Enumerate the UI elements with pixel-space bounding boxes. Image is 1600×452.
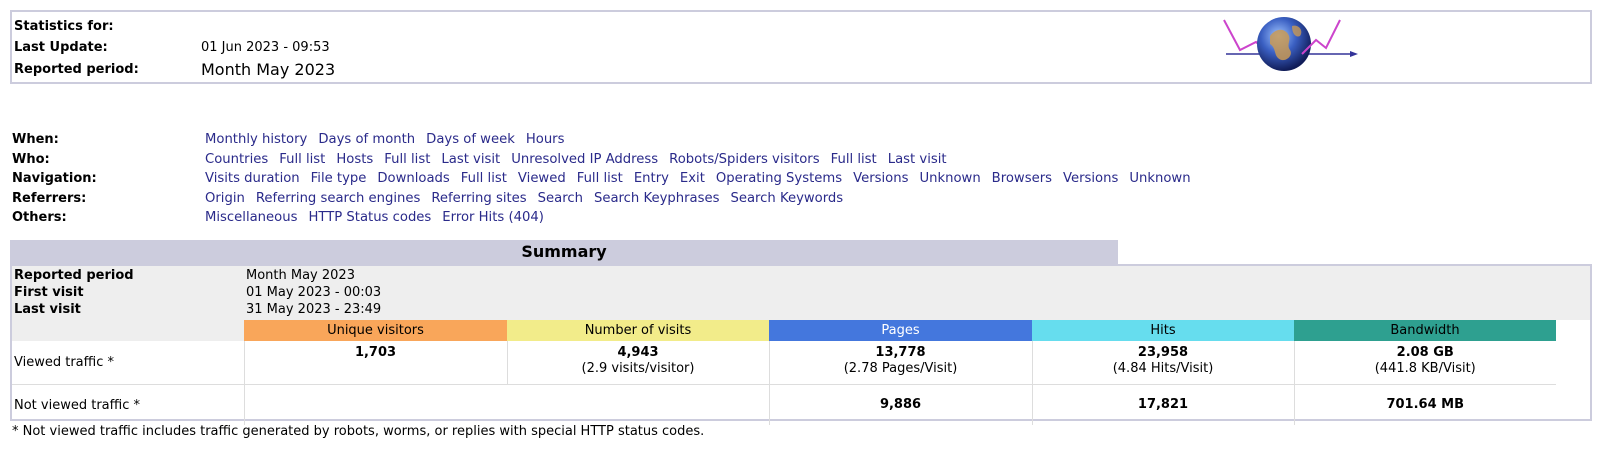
reported-period-label: Reported period:: [14, 62, 139, 77]
link-origin[interactable]: Origin: [205, 190, 245, 206]
viewed-traffic-row: Viewed traffic * 1,703 4,943 (2.9 visits…: [12, 341, 1556, 385]
menu-row-referrers: Referrers: Origin Referring search engine…: [12, 189, 1592, 209]
link-viewed[interactable]: Viewed: [517, 171, 566, 186]
link-browser-versions[interactable]: Versions: [1062, 171, 1119, 186]
link-robots-full-list[interactable]: Full list: [830, 151, 877, 167]
link-hosts[interactable]: Hosts: [336, 151, 374, 167]
not-viewed-hits: 17,821: [1031, 384, 1294, 425]
link-robots-last-visit[interactable]: Last visit: [887, 151, 947, 167]
summary-header-row: Unique visitors Number of visits Pages H…: [12, 320, 1556, 341]
header-panel: Statistics for: Last Update: 01 Jun 2023…: [10, 10, 1592, 84]
not-viewed-bandwidth: 701.64 MB: [1293, 384, 1556, 425]
col-unique-visitors: Unique visitors: [244, 320, 507, 341]
link-countries[interactable]: Countries: [205, 151, 269, 167]
link-referring-search-engines[interactable]: Referring search engines: [255, 190, 421, 206]
viewed-hits-value: 23,958: [1137, 345, 1189, 360]
link-hours[interactable]: Hours: [525, 132, 565, 147]
last-update-label: Last Update:: [14, 40, 108, 55]
link-search[interactable]: Search: [537, 190, 583, 206]
link-referring-sites[interactable]: Referring sites: [431, 190, 527, 206]
reported-period-value: Month May 2023: [201, 60, 336, 79]
viewed-visits-sub: (2.9 visits/visitor): [581, 361, 695, 376]
not-viewed-traffic-row: Not viewed traffic * 9,886 17,821 701.64…: [12, 384, 1556, 425]
summary-info: Reported period Month May 2023 First vis…: [12, 266, 1590, 320]
link-hosts-last-visit[interactable]: Last visit: [441, 151, 501, 167]
link-monthly-history[interactable]: Monthly history: [205, 132, 308, 147]
not-viewed-hits-value: 17,821: [1137, 397, 1189, 412]
summary-first-visit-label: First visit: [14, 285, 84, 300]
link-operating-systems[interactable]: Operating Systems: [715, 171, 843, 186]
link-robots-spiders[interactable]: Robots/Spiders visitors: [669, 151, 820, 167]
link-visits-duration[interactable]: Visits duration: [205, 171, 300, 186]
link-exit[interactable]: Exit: [679, 171, 705, 186]
not-viewed-empty-cell: [243, 384, 769, 425]
link-http-status-codes[interactable]: HTTP Status codes: [308, 210, 432, 225]
summary-reported-period-label: Reported period: [14, 268, 134, 283]
menu-label-referrers: Referrers:: [12, 190, 87, 206]
stats-for-label: Statistics for:: [14, 19, 114, 34]
summary-title: Summary: [10, 240, 1118, 264]
link-os-unknown[interactable]: Unknown: [919, 171, 981, 186]
summary-table: Unique visitors Number of visits Pages H…: [12, 320, 1556, 425]
link-browser-unknown[interactable]: Unknown: [1129, 171, 1191, 186]
col-bandwidth: Bandwidth: [1294, 320, 1556, 341]
viewed-unique-visitors: 1,703: [243, 341, 507, 385]
viewed-bandwidth: 2.08 GB (441.8 KB/Visit): [1293, 341, 1556, 385]
summary-last-visit-value: 31 May 2023 - 23:49: [246, 302, 382, 317]
footnote: * Not viewed traffic includes traffic ge…: [12, 424, 705, 439]
link-search-keyphrases[interactable]: Search Keyphrases: [593, 190, 720, 206]
col-pages: Pages: [769, 320, 1032, 341]
globe-logo-icon: [1223, 17, 1358, 71]
link-hosts-full-list[interactable]: Full list: [384, 151, 431, 167]
viewed-visits: 4,943 (2.9 visits/visitor): [506, 341, 769, 385]
link-unresolved-ip[interactable]: Unresolved IP Address: [511, 151, 659, 167]
menu-label-who: Who:: [12, 151, 50, 167]
col-hits: Hits: [1032, 320, 1294, 341]
link-browsers[interactable]: Browsers: [991, 171, 1052, 186]
menu-row-others: Others: Miscellaneous HTTP Status codes Er…: [12, 208, 1592, 228]
not-viewed-traffic-label: Not viewed traffic *: [14, 397, 140, 413]
menu-label-others: Others:: [12, 210, 67, 225]
viewed-visits-value: 4,943: [617, 345, 659, 360]
link-error-hits-404[interactable]: Error Hits (404): [442, 210, 544, 225]
awstats-globe-logo[interactable]: [1222, 14, 1362, 72]
report-menu: When: Monthly history Days of month Days o…: [12, 130, 1592, 228]
last-update-value: 01 Jun 2023 - 09:53: [201, 40, 330, 55]
viewed-bandwidth-sub: (441.8 KB/Visit): [1374, 361, 1476, 376]
link-search-keywords[interactable]: Search Keywords: [730, 190, 844, 206]
summary-panel: Reported period Month May 2023 First vis…: [10, 264, 1592, 425]
link-countries-full-list[interactable]: Full list: [279, 151, 326, 167]
link-file-type[interactable]: File type: [310, 171, 367, 186]
link-days-of-month[interactable]: Days of month: [318, 132, 416, 147]
not-viewed-pages: 9,886: [768, 384, 1032, 425]
menu-row-when: When: Monthly history Days of month Days o…: [12, 130, 1592, 150]
header-empty-cell: [12, 320, 244, 341]
link-viewed-full-list[interactable]: Full list: [576, 171, 623, 186]
link-entry[interactable]: Entry: [633, 171, 669, 186]
link-downloads[interactable]: Downloads: [377, 171, 450, 186]
summary-first-visit-value: 01 May 2023 - 00:03: [246, 285, 382, 300]
link-days-of-week[interactable]: Days of week: [426, 132, 515, 147]
viewed-pages: 13,778 (2.78 Pages/Visit): [768, 341, 1032, 385]
link-os-versions[interactable]: Versions: [853, 171, 909, 186]
viewed-pages-sub: (2.78 Pages/Visit): [843, 361, 958, 376]
not-viewed-pages-value: 9,886: [879, 397, 922, 412]
menu-label-when: When:: [12, 132, 59, 147]
not-viewed-bandwidth-value: 701.64 MB: [1386, 397, 1465, 412]
summary-reported-period-value: Month May 2023: [246, 268, 355, 283]
menu-label-navigation: Navigation:: [12, 171, 97, 186]
link-downloads-full-list[interactable]: Full list: [460, 171, 507, 186]
col-number-of-visits: Number of visits: [507, 320, 769, 341]
menu-row-who: Who: Countries Full list Hosts Full list Las…: [12, 150, 1592, 170]
viewed-pages-value: 13,778: [875, 345, 926, 360]
viewed-hits: 23,958 (4.84 Hits/Visit): [1031, 341, 1294, 385]
link-miscellaneous[interactable]: Miscellaneous: [205, 210, 298, 225]
viewed-unique-visitors-value: 1,703: [354, 345, 397, 360]
viewed-hits-sub: (4.84 Hits/Visit): [1112, 361, 1214, 376]
summary-last-visit-label: Last visit: [14, 302, 81, 317]
viewed-bandwidth-value: 2.08 GB: [1396, 345, 1454, 360]
menu-row-navigation: Navigation: Visits duration File type Down…: [12, 169, 1592, 189]
viewed-traffic-label: Viewed traffic *: [12, 341, 244, 385]
